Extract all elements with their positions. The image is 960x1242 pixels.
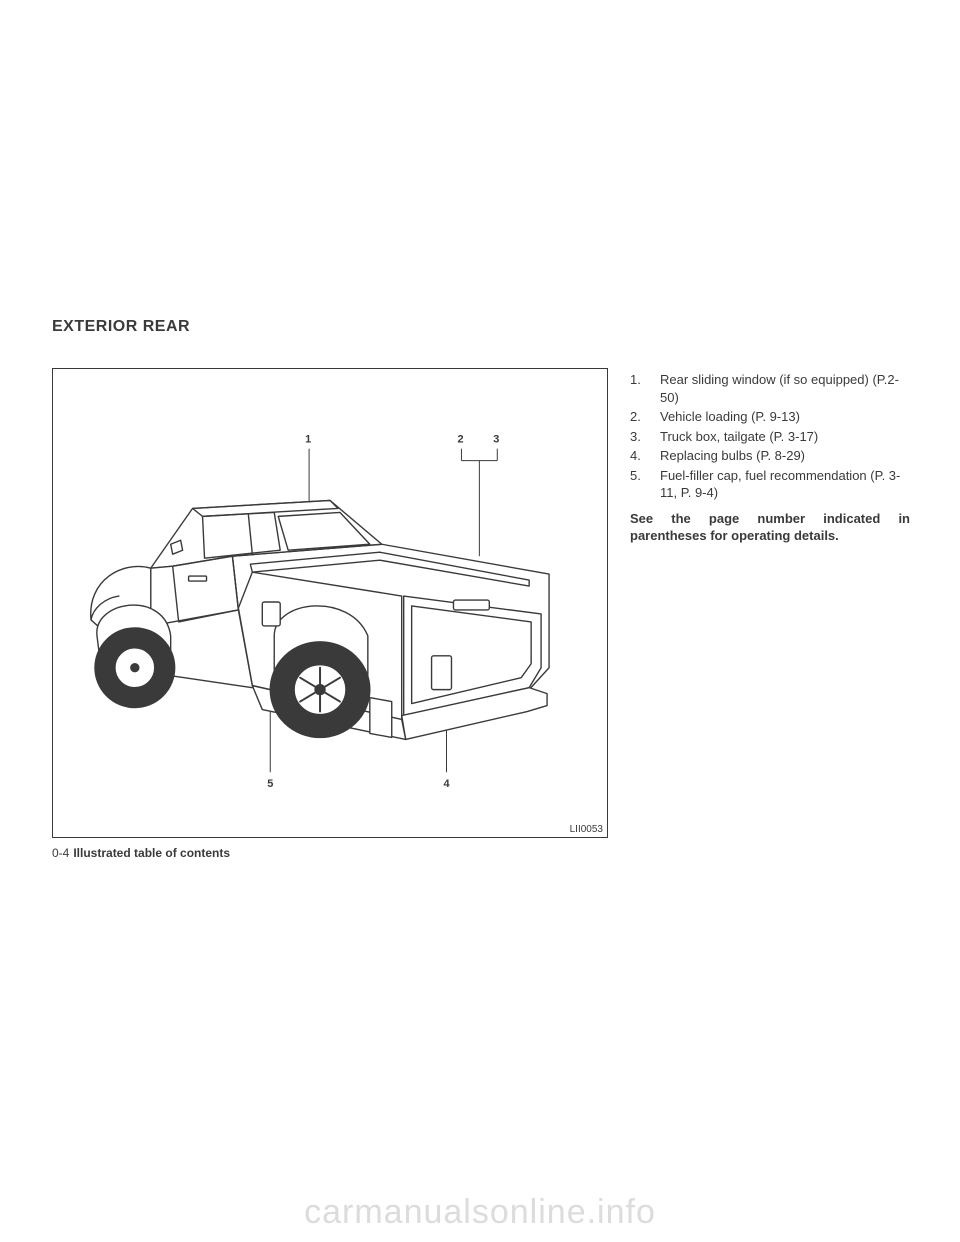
section-heading: EXTERIOR REAR [52,318,190,336]
list-item: 4.Replacing bulbs (P. 8-29) [630,447,910,465]
list-text: Rear sliding window (if so equipped) (P.… [660,371,910,406]
callout-1: 1 [305,434,311,446]
list-num: 3. [630,428,660,446]
figure-code: LII0053 [570,824,603,835]
list-item: 5.Fuel-filler cap, fuel recommendation (… [630,467,910,502]
watermark: carmanualsonline.info [0,1193,960,1232]
list-text: Vehicle loading (P. 9-13) [660,408,910,426]
list-item: 1.Rear sliding window (if so equipped) (… [630,371,910,406]
callout-5: 5 [267,778,273,790]
list-text: Truck box, tailgate (P. 3-17) [660,428,910,446]
list-num: 1. [630,371,660,406]
list-num: 2. [630,408,660,426]
list-num: 5. [630,467,660,502]
figure-box: 1 2 3 4 5 [52,368,608,838]
callout-2: 2 [457,434,463,446]
page-footer: 0-4 Illustrated table of contents [52,846,230,860]
page-number: 0-4 [52,846,69,860]
section-title: Illustrated table of contents [73,846,230,860]
page: EXTERIOR REAR 1 2 3 4 5 [0,0,960,1242]
list-item: 2.Vehicle loading (P. 9-13) [630,408,910,426]
callout-3: 3 [493,434,499,446]
truck-rear-diagram: 1 2 3 4 5 [53,369,607,837]
list-num: 4. [630,447,660,465]
operating-note: See the page number indicated in parenth… [630,510,910,545]
callout-list: 1.Rear sliding window (if so equipped) (… [630,371,910,545]
list-text: Fuel-filler cap, fuel recommendation (P.… [660,467,910,502]
list-item: 3.Truck box, tailgate (P. 3-17) [630,428,910,446]
list-text: Replacing bulbs (P. 8-29) [660,447,910,465]
callout-4: 4 [444,778,451,790]
